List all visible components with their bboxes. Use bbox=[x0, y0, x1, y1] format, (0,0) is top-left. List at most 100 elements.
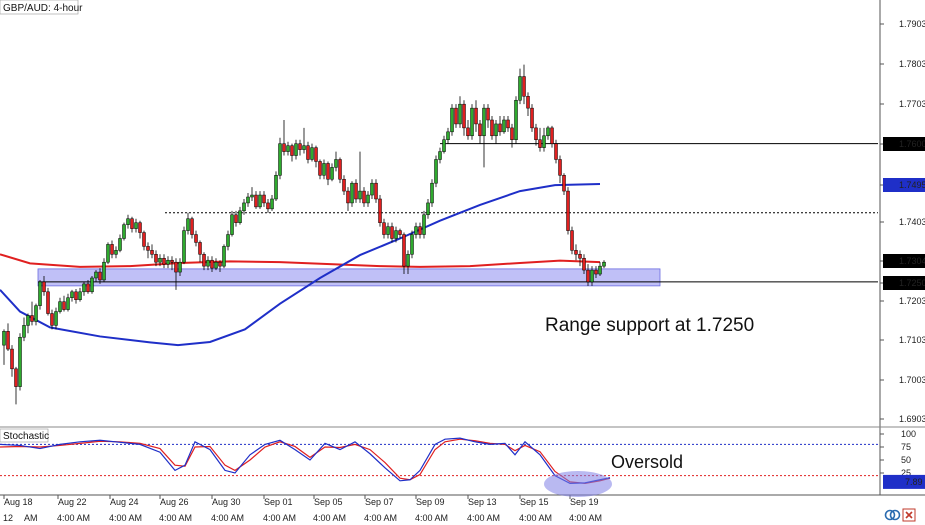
candle bbox=[242, 198, 246, 215]
date-label: Aug 24 bbox=[110, 497, 139, 507]
candle-body-down bbox=[586, 269, 590, 283]
candle bbox=[382, 218, 386, 239]
candle bbox=[106, 242, 110, 265]
candle-body-up bbox=[514, 99, 518, 140]
date-label: Aug 26 bbox=[160, 497, 189, 507]
candle-body-down bbox=[150, 250, 154, 255]
candle-body-up bbox=[482, 107, 486, 137]
candle bbox=[594, 266, 598, 278]
candle bbox=[450, 104, 454, 136]
candle bbox=[30, 301, 34, 326]
candle bbox=[370, 179, 374, 199]
price-tick-label: 1.7203 bbox=[899, 296, 925, 306]
link-icon[interactable] bbox=[884, 509, 901, 521]
candle-body-up bbox=[410, 234, 414, 255]
candle-body-up bbox=[178, 261, 182, 273]
candle bbox=[554, 139, 558, 164]
candle-body-up bbox=[446, 131, 450, 140]
candle-body-down bbox=[574, 250, 578, 255]
candle bbox=[334, 151, 338, 172]
candle-body-up bbox=[38, 281, 42, 306]
candle bbox=[98, 268, 102, 284]
candle bbox=[590, 266, 594, 286]
candle-body-up bbox=[226, 234, 230, 247]
candle bbox=[502, 116, 506, 134]
candle bbox=[534, 123, 538, 146]
close-icon[interactable] bbox=[902, 508, 916, 522]
candle bbox=[574, 244, 578, 261]
candle bbox=[386, 222, 390, 239]
candle bbox=[90, 276, 94, 294]
candle-body-down bbox=[338, 159, 342, 180]
candle bbox=[66, 293, 70, 312]
candle bbox=[154, 250, 158, 267]
candle bbox=[466, 119, 470, 140]
candle-body-down bbox=[382, 222, 386, 235]
candle bbox=[514, 96, 518, 144]
candle bbox=[102, 258, 106, 282]
candle bbox=[134, 218, 138, 233]
candle-body-down bbox=[398, 230, 402, 235]
candle-body-down bbox=[50, 313, 54, 326]
candle bbox=[586, 264, 590, 286]
candle-body-down bbox=[62, 301, 66, 310]
candle bbox=[82, 281, 86, 296]
candle bbox=[338, 157, 342, 184]
candle-body-down bbox=[534, 127, 538, 140]
candle bbox=[182, 226, 186, 265]
candle bbox=[270, 195, 274, 211]
candle-body-down bbox=[486, 107, 490, 121]
candle bbox=[526, 92, 530, 117]
candle-body-up bbox=[222, 246, 226, 267]
candle-body-down bbox=[594, 269, 598, 275]
candle-body-down bbox=[74, 291, 78, 300]
candle bbox=[498, 116, 502, 136]
price-tick-label: 1.7403 bbox=[899, 217, 925, 227]
candle-body-down bbox=[402, 234, 406, 267]
candle bbox=[426, 198, 430, 219]
candle bbox=[42, 276, 46, 296]
candle bbox=[142, 230, 146, 251]
candle bbox=[306, 141, 310, 164]
candle bbox=[366, 191, 370, 207]
oversold-annotation: Oversold bbox=[611, 452, 683, 472]
candle bbox=[74, 289, 78, 304]
candle bbox=[174, 258, 178, 290]
candle-body-up bbox=[90, 277, 94, 293]
candle bbox=[462, 100, 466, 136]
candle bbox=[398, 228, 402, 239]
candle-body-up bbox=[278, 143, 282, 176]
candle-body-down bbox=[582, 257, 586, 271]
candle-body-up bbox=[546, 127, 550, 137]
stochastic-pane bbox=[0, 437, 878, 485]
time-label: 4:00 AM bbox=[57, 513, 90, 523]
time-label: 4:00 AM bbox=[313, 513, 346, 523]
candle-body-down bbox=[570, 230, 574, 251]
candle-body-up bbox=[422, 214, 426, 235]
candle bbox=[314, 145, 318, 168]
candle-body-up bbox=[598, 265, 602, 275]
candle bbox=[126, 214, 130, 229]
stochastic-tick-label: 25 bbox=[901, 468, 911, 478]
candle-body-up bbox=[302, 145, 306, 150]
candle-body-up bbox=[94, 271, 98, 279]
candle bbox=[190, 216, 194, 239]
candle bbox=[454, 104, 458, 128]
candle-body-up bbox=[502, 119, 506, 133]
candle bbox=[438, 147, 442, 164]
date-label: Sep 07 bbox=[365, 497, 394, 507]
candle bbox=[162, 254, 166, 269]
price-tick-label: 1.7304 bbox=[899, 256, 925, 266]
candle bbox=[362, 187, 366, 207]
candle-body-up bbox=[414, 226, 418, 235]
candle bbox=[582, 254, 586, 275]
candle bbox=[118, 234, 122, 253]
price-tick-label: 1.7495 bbox=[899, 180, 925, 190]
candle-body-down bbox=[46, 291, 50, 314]
candle-body-up bbox=[34, 305, 38, 322]
candle-body-down bbox=[306, 145, 310, 160]
candle-body-down bbox=[538, 139, 542, 148]
candle-body-down bbox=[490, 119, 494, 137]
candle-body-down bbox=[522, 76, 526, 97]
